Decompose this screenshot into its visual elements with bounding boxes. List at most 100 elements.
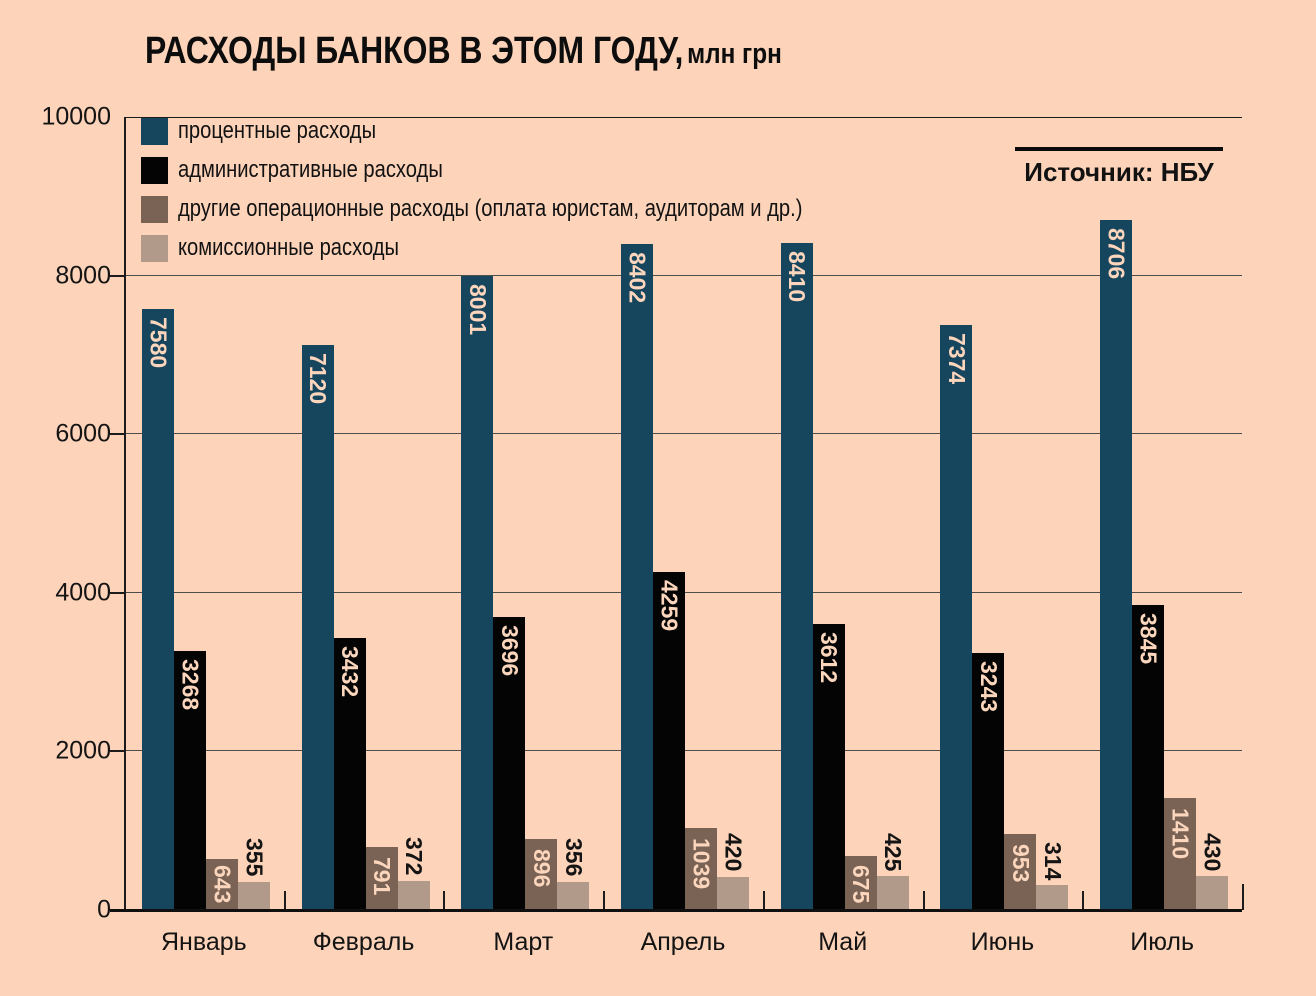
bar-group-5: 8410 3612 675 425 [765, 118, 925, 910]
bar-administrative-7: 3845 [1132, 605, 1165, 910]
x-axis-tick [603, 891, 606, 910]
bar-value-label: 1410 [1166, 803, 1194, 865]
bar-value-label: 3243 [975, 660, 1002, 713]
bar-value-label: 356 [560, 838, 587, 877]
bar-group-6: 7374 3243 953 314 [925, 118, 1085, 910]
bar-value-label: 8402 [624, 251, 651, 303]
legend-item-administrative: административные расходы [141, 156, 921, 184]
bar-group-4: 8402 4259 1039 420 [605, 118, 765, 910]
bar-value-label: 3696 [496, 624, 523, 677]
x-axis-tick [1082, 891, 1085, 910]
month-label-1: Январь [161, 928, 247, 956]
bar-administrative-4: 4259 [652, 572, 685, 910]
legend-label: административные расходы [178, 156, 443, 183]
y-axis-tick [110, 591, 124, 594]
bar-value-label: 643 [208, 859, 236, 908]
x-axis-line [110, 909, 1242, 912]
bar-value-label: 8001 [464, 283, 491, 335]
bar-value-label: 430 [1199, 832, 1226, 871]
x-axis-tick [922, 891, 925, 910]
bar-value-label: 420 [720, 833, 747, 872]
bar-value-label: 3268 [177, 658, 204, 711]
bar-group-1: 7580 3268 643 355 [126, 118, 286, 910]
bar-other-operational-6: 953 [1004, 834, 1037, 910]
y-tick-label: 10000 [41, 102, 111, 131]
bar-commission-6: 314 [1036, 842, 1069, 910]
source-label: Источник: НБУ [1024, 157, 1214, 187]
bar-interest-6: 7374 [940, 325, 973, 910]
month-label-5: Май [818, 928, 868, 956]
y-tick-label: 4000 [55, 578, 111, 607]
bar-other-operational-4: 1039 [684, 827, 717, 910]
bar-interest-1: 7580 [141, 308, 174, 910]
bar-value-label: 3432 [337, 645, 364, 698]
bar-value-label: 7374 [943, 333, 970, 385]
bar-other-operational-7: 1410 [1164, 798, 1197, 910]
bar-interest-7: 8706 [1100, 219, 1133, 910]
bar-commission-2: 372 [397, 837, 430, 910]
legend-swatch-interest [141, 117, 168, 145]
legend: процентные расходы административные расхо… [141, 117, 921, 262]
y-tick-label: 8000 [55, 261, 111, 290]
source-overline [1015, 147, 1223, 151]
y-tick-label: 0 [97, 895, 111, 924]
bar-value-label: 8410 [784, 251, 811, 303]
legend-label: другие операционные расходы (оплата юрис… [178, 195, 803, 222]
bar-group-2: 7120 3432 791 372 [286, 118, 446, 910]
bar-value-label: 425 [880, 832, 907, 872]
month-label-6: Июнь [970, 928, 1035, 956]
bar-value-label: 4259 [656, 580, 683, 632]
chart-title: РАСХОДЫ БАНКОВ В ЭТОМ ГОДУ, млн грн [145, 30, 782, 73]
bar-other-operational-1: 643 [205, 859, 238, 910]
legend-item-other-operational: другие операционные расходы (оплата юрис… [141, 195, 921, 223]
plot-area: 7580 3268 643 355 7120 3432 791 372 8001 3696 896 3… [124, 117, 1244, 910]
y-tick-label: 2000 [55, 736, 111, 765]
bar-commission-7: 430 [1196, 833, 1229, 910]
legend-label: комиссионные расходы [178, 234, 399, 261]
bar-interest-2: 7120 [301, 345, 334, 910]
month-label-3: Март [493, 928, 554, 956]
bar-value-label: 896 [527, 843, 555, 893]
bar-interest-4: 8402 [620, 243, 653, 910]
legend-swatch-other-operational [141, 195, 168, 223]
gridline [126, 274, 1242, 276]
y-tick-label: 6000 [55, 419, 111, 448]
bar-other-operational-2: 791 [365, 847, 398, 910]
bar-administrative-1: 3268 [173, 650, 206, 910]
bar-value-label: 7120 [305, 353, 332, 405]
bar-group-7: 8706 3845 1410 430 [1084, 118, 1244, 910]
x-axis-tick [762, 891, 765, 910]
bar-value-label: 314 [1039, 841, 1066, 881]
source-box: Источник: НБУ [1015, 147, 1223, 188]
bar-value-label: 1039 [687, 832, 715, 894]
x-axis-tick [283, 891, 286, 910]
chart-title-main: РАСХОДЫ БАНКОВ В ЭТОМ ГОДУ, [145, 30, 684, 72]
month-label-2: Февраль [312, 928, 415, 956]
bar-value-label: 7580 [145, 316, 172, 369]
bar-interest-3: 8001 [461, 275, 494, 910]
bar-value-label: 355 [241, 838, 268, 877]
bar-commission-1: 355 [237, 838, 270, 910]
bar-administrative-2: 3432 [333, 637, 366, 910]
bar-value-label: 675 [847, 859, 875, 908]
legend-label: процентные расходы [178, 117, 377, 144]
gridline [126, 433, 1242, 435]
month-label-7: Июль [1130, 928, 1195, 956]
bar-administrative-6: 3243 [972, 652, 1005, 910]
legend-item-commission: комиссионные расходы [141, 234, 921, 262]
y-axis-tick [110, 274, 124, 277]
bar-value-label: 791 [368, 852, 396, 901]
bar-group-3: 8001 3696 896 356 [445, 118, 605, 910]
bar-other-operational-5: 675 [844, 856, 877, 910]
x-axis-tick [443, 891, 446, 910]
bar-commission-3: 356 [557, 838, 590, 910]
bar-interest-5: 8410 [780, 243, 813, 910]
bar-other-operational-3: 896 [525, 838, 558, 910]
bar-value-label: 372 [401, 837, 428, 876]
bar-value-label: 8706 [1103, 227, 1130, 279]
y-axis-tick [110, 433, 124, 436]
bar-administrative-5: 3612 [812, 623, 845, 910]
legend-item-interest: процентные расходы [141, 117, 921, 145]
bar-value-label: 3845 [1135, 613, 1162, 665]
